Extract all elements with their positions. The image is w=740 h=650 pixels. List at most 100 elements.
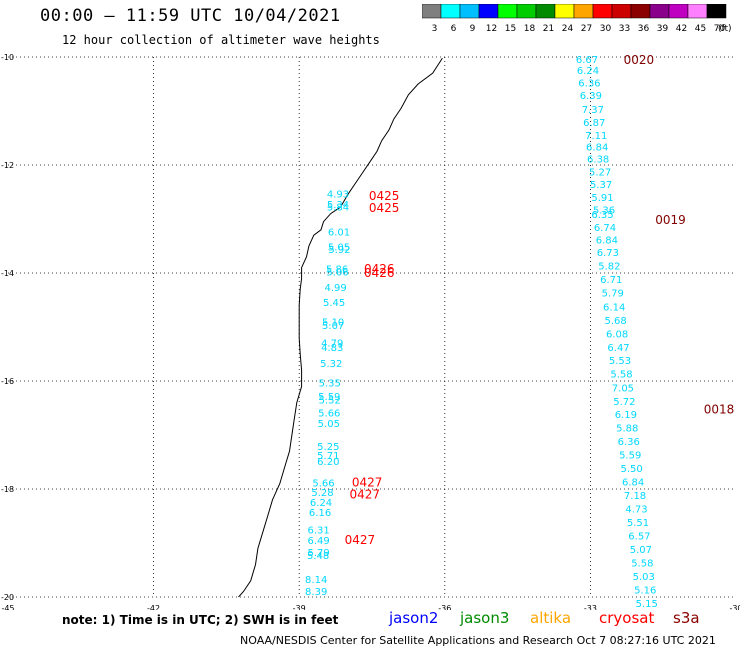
wave-height-value: 5.32: [320, 359, 342, 370]
wave-height-value: 6.19: [615, 410, 637, 421]
colorbar-label: 6: [451, 24, 457, 34]
wave-height-value: 5.45: [323, 298, 345, 309]
pass-number-label: 0426: [364, 262, 395, 276]
wave-height-value: 7.37: [582, 105, 604, 116]
mission-cryosat-label: cryosat: [599, 609, 655, 627]
wave-height-value: 4.79: [321, 339, 343, 350]
color-legend: 3 6 9 12 15 18 21 24 27 30 33 36 39 42 45 70(ft): [422, 4, 732, 34]
wave-height-value: 5.03: [633, 572, 655, 583]
wave-height-value: 6.84: [622, 477, 644, 488]
colorbar-label: 9: [470, 24, 476, 34]
page-title: 00:00 – 11:59 UTC 10/04/2021: [40, 6, 341, 26]
mission-jason3-label: jason3: [460, 609, 510, 627]
wave-height-map: -10 -12 -14 -16 -18 -20 -45 -42 -39 -36 -33 -30 6.67…: [1, 53, 740, 610]
y-tick-label: -14: [1, 269, 14, 278]
wave-height-value: 5.79: [602, 288, 624, 299]
wave-height-value: 5.59: [619, 450, 641, 461]
wave-height-value: 5.59: [318, 392, 340, 403]
wave-height-value: 5.51: [627, 518, 649, 529]
y-tick-label: -16: [1, 377, 14, 386]
wave-height-value: 5.06: [326, 267, 348, 278]
wave-height-value: 6.74: [594, 223, 616, 234]
wave-height-value: 6.38: [587, 155, 609, 166]
wave-height-value: 5.15: [636, 599, 658, 610]
wave-height-value: 7.05: [612, 383, 634, 394]
wave-height-value: 6.31: [307, 526, 329, 537]
wave-height-value: 6.57: [628, 531, 650, 542]
wave-height-value: 5.48: [307, 551, 329, 562]
wave-height-value: 5.79: [307, 548, 329, 559]
y-tick-label: -18: [1, 485, 14, 494]
colorbar-label: 42: [676, 24, 687, 34]
pass-number-label: 0427: [345, 533, 376, 547]
wave-height-value: 4.93: [327, 190, 349, 201]
footnote: note: 1) Time is in UTC; 2) SWH is in fe…: [62, 613, 339, 627]
wave-height-value: 5.92: [328, 245, 350, 256]
wave-height-value: 6.24: [577, 66, 599, 77]
x-tick-label: -45: [1, 604, 14, 610]
wave-height-value: 5.66: [312, 479, 334, 490]
wave-height-value: 6.24: [310, 498, 332, 509]
wave-height-value: 6.73: [597, 248, 619, 259]
wave-height-value: 8.14: [305, 575, 327, 586]
wave-height-value: 7.11: [585, 131, 607, 142]
colorbar-label: 39: [657, 24, 669, 34]
colorbar-label: 45: [695, 24, 706, 34]
pass-number-label: 0019: [655, 213, 686, 227]
x-tick-label: -33: [584, 604, 597, 610]
wave-height-value: 6.67: [576, 55, 598, 66]
x-tick-label: -30: [729, 604, 740, 610]
colorbar-label: 21: [543, 24, 554, 34]
pass-number-label: 0427: [349, 487, 380, 501]
wave-height-value: 6.84: [586, 143, 608, 154]
wave-height-value: 5.71: [317, 451, 339, 462]
wave-height-value: 5.84: [327, 203, 349, 214]
colorbar-label: 3: [432, 24, 438, 34]
mission-altika-label: altika: [530, 609, 572, 627]
wave-height-value: 6.47: [607, 343, 629, 354]
wave-height-value: 5.86: [326, 265, 348, 276]
wave-height-value: 5.35: [319, 379, 341, 390]
wave-height-value: 5.07: [630, 545, 652, 556]
wave-height-value: 5.10: [322, 318, 344, 329]
wave-height-value: 6.36: [578, 78, 600, 89]
colorbar-label: 70: [714, 24, 726, 34]
wave-height-value: 5.68: [605, 316, 627, 327]
wave-height-value: 6.14: [603, 302, 625, 313]
wave-height-value: 4.99: [324, 283, 346, 294]
wave-height-value: 6.71: [600, 275, 622, 286]
wave-height-value: 5.37: [590, 180, 612, 191]
wave-height-value: 6.49: [307, 536, 329, 547]
wave-height-value: 5.16: [634, 585, 656, 596]
wave-height-value: 5.58: [631, 558, 653, 569]
coastline: [238, 57, 443, 598]
wave-height-value: 6.36: [618, 437, 640, 448]
wave-height-value: 5.50: [621, 464, 643, 475]
wave-height-value: 5.88: [616, 423, 638, 434]
wave-height-value: 5.82: [598, 261, 620, 272]
wave-height-value: 5.66: [318, 408, 340, 419]
wave-height-value: 5.05: [318, 419, 340, 430]
wave-height-value: 6.39: [580, 91, 602, 102]
colorbar-label: 24: [562, 24, 574, 34]
wave-height-value: 5.36: [593, 205, 615, 216]
wave-height-value: 5.07: [322, 321, 344, 332]
wave-height-value: 5.53: [609, 356, 631, 367]
pass-number-label: 0425: [369, 201, 400, 215]
wave-height-value: 5.28: [311, 488, 333, 499]
wave-height-value: 5.52: [319, 395, 341, 406]
colorbar-swatch: [706, 4, 727, 19]
x-tick-label: -42: [147, 604, 160, 610]
wave-height-value: 6.20: [317, 457, 339, 468]
wave-height-value: 5.27: [589, 167, 611, 178]
pass-number-label: 0018: [704, 403, 735, 417]
colorbar-unit: (ft): [718, 24, 732, 34]
wave-height-value: 6.87: [583, 118, 605, 129]
wave-height-value: 4.73: [625, 504, 647, 515]
wave-height-value: 7.18: [624, 491, 646, 502]
wave-height-value: 6.16: [309, 508, 331, 519]
y-tick-label: -10: [1, 53, 14, 62]
page-subtitle: 12 hour collection of altimeter wave hei…: [62, 33, 380, 47]
wave-height-value: 4.83: [321, 343, 343, 354]
pass-number-label: 0427: [352, 475, 383, 489]
